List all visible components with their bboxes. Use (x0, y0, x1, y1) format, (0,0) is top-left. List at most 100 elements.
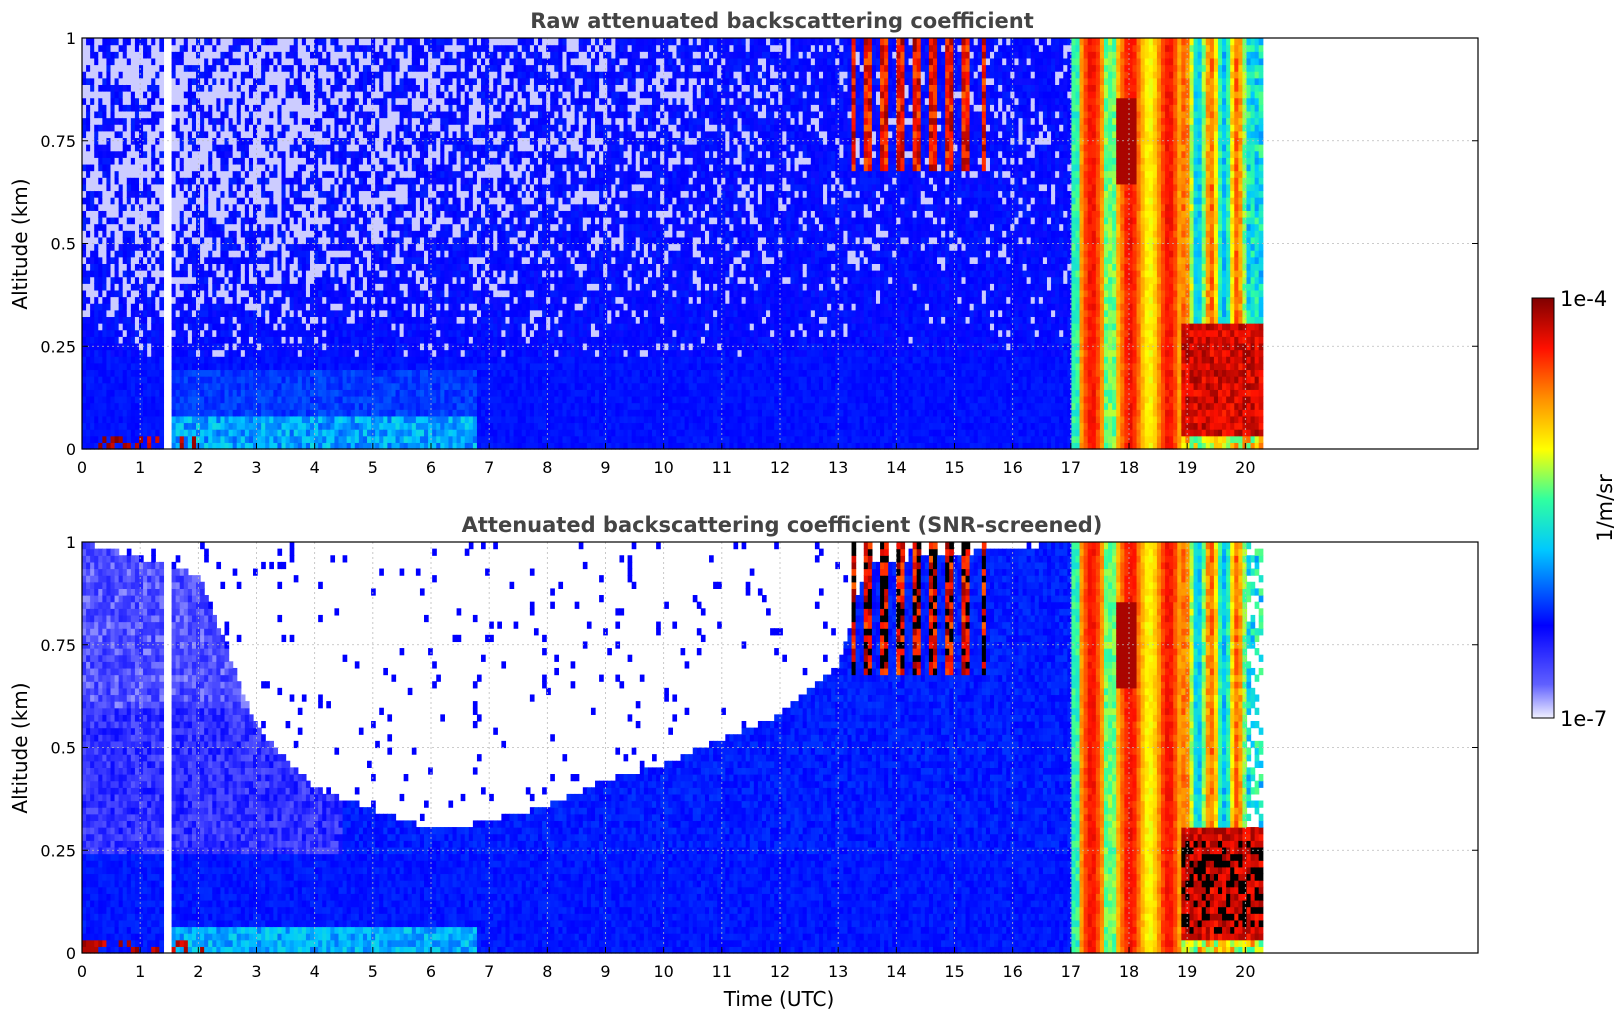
heatmap-cell (208, 296, 213, 304)
heatmap-cell (277, 137, 283, 145)
heatmap-cell (110, 117, 116, 125)
heatmap-cell (305, 389, 311, 397)
heatmap-cell (407, 323, 413, 331)
heatmap-cell (407, 389, 413, 397)
heatmap-cell (208, 77, 213, 85)
heatmap-cell (371, 283, 376, 291)
heatmap-cell (106, 117, 112, 125)
heatmap-cell (354, 250, 360, 258)
heatmap-cell (362, 296, 368, 304)
heatmap-cell (204, 124, 209, 132)
heatmap-cell (126, 323, 132, 331)
heatmap-cell (342, 210, 348, 218)
heatmap-cell (395, 71, 401, 79)
heatmap-cell (240, 210, 246, 218)
heatmap-cell (151, 170, 156, 178)
heatmap-cell (358, 230, 364, 238)
heatmap-cell (310, 429, 315, 437)
heatmap-cell (216, 84, 222, 92)
heatmap-cell (114, 144, 120, 152)
heatmap-cell (277, 163, 283, 172)
heatmap-cell (403, 263, 409, 271)
heatmap-cell (285, 316, 291, 324)
heatmap-cell (187, 376, 193, 384)
heatmap-cell (110, 316, 116, 324)
heatmap-cell (415, 263, 421, 271)
heatmap-cell (318, 276, 323, 284)
heatmap-cell (171, 64, 177, 72)
heatmap-cell (338, 71, 344, 79)
heatmap-cell (362, 137, 368, 145)
heatmap-cell (403, 382, 409, 390)
heatmap-cell (379, 382, 384, 390)
heatmap-cell (220, 230, 226, 238)
heatmap-cell (314, 442, 319, 450)
heatmap-cell (220, 144, 226, 152)
heatmap-cell (159, 402, 165, 410)
heatmap-cell (342, 362, 348, 371)
heatmap-cell (151, 415, 156, 424)
heatmap-cell (204, 289, 209, 298)
heatmap-cell (126, 150, 132, 158)
heatmap-cell (399, 157, 405, 165)
heatmap-cell (228, 57, 234, 66)
heatmap-cell (171, 163, 177, 172)
heatmap-cell (265, 389, 270, 397)
heatmap-cell (326, 110, 331, 119)
heatmap-cell (334, 296, 340, 304)
heatmap-cell (318, 395, 323, 404)
heatmap-cell (122, 435, 128, 443)
heatmap-cell (362, 157, 368, 165)
heatmap-cell (297, 323, 303, 331)
heatmap-cell (269, 110, 274, 119)
heatmap-cell (289, 91, 295, 99)
heatmap-cell (147, 203, 152, 211)
heatmap-cell (155, 336, 160, 344)
heatmap-cell (375, 157, 380, 165)
heatmap-cell (411, 44, 417, 52)
heatmap-cell (269, 415, 274, 424)
heatmap-cell (265, 442, 270, 450)
heatmap-cell (281, 349, 287, 357)
heatmap-cell (257, 296, 262, 304)
heatmap-cell (375, 91, 380, 99)
heatmap-cell (334, 130, 340, 139)
heatmap-cell (371, 77, 376, 85)
heatmap-cell (130, 157, 136, 165)
heatmap-cell (110, 435, 116, 443)
heatmap-cell (293, 177, 299, 185)
heatmap-cell (367, 91, 372, 99)
heatmap-cell (147, 157, 152, 165)
heatmap-cell (240, 296, 246, 304)
heatmap-cell (289, 349, 295, 357)
heatmap-cell (118, 376, 124, 384)
heatmap-cell (354, 51, 360, 59)
heatmap-cell (248, 442, 254, 450)
heatmap-cell (118, 342, 124, 351)
heatmap-cell (261, 289, 266, 298)
heatmap-cell (310, 84, 315, 92)
heatmap-cell (293, 243, 299, 251)
heatmap-cell (265, 77, 270, 85)
heatmap-cell (391, 150, 397, 158)
heatmap-cell (330, 362, 336, 371)
heatmap-cell (362, 117, 368, 125)
heatmap-cell (399, 316, 405, 324)
heatmap-cell (139, 124, 144, 132)
heatmap-cell (102, 144, 108, 152)
heatmap-cell (330, 435, 336, 443)
heatmap-cell (212, 415, 217, 424)
heatmap-cell (253, 144, 258, 152)
heatmap-cell (261, 97, 266, 105)
heatmap-cell (106, 263, 112, 271)
heatmap-cell (346, 429, 352, 437)
heatmap-cell (399, 190, 405, 198)
heatmap-cell (208, 44, 213, 52)
heatmap-cell (102, 270, 108, 278)
heatmap-cell (179, 349, 185, 357)
heatmap-cell (86, 71, 91, 79)
heatmap-cell (269, 395, 274, 404)
heatmap-cell (407, 110, 413, 119)
heatmap-cell (122, 117, 128, 125)
heatmap-cell (94, 395, 99, 404)
